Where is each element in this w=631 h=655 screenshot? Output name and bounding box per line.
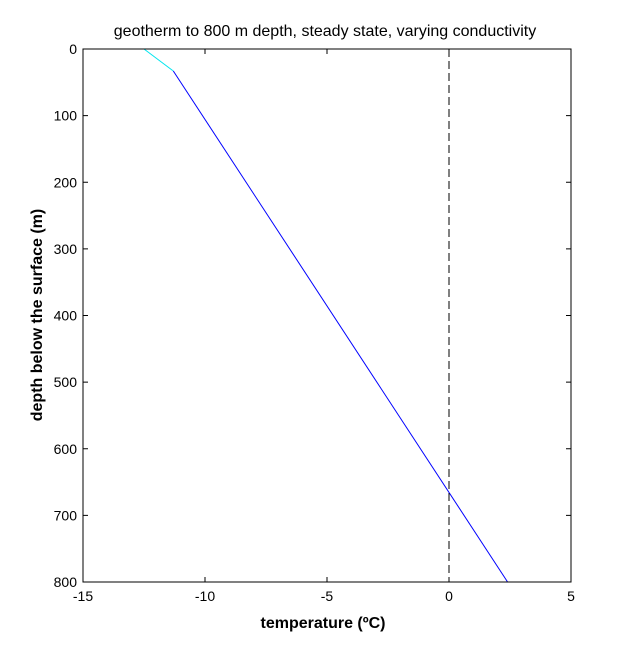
x-tick-label: 5 — [567, 588, 575, 604]
x-tick-label: -5 — [321, 588, 334, 604]
y-tick-label: 300 — [54, 241, 78, 257]
y-tick-label: 0 — [69, 41, 77, 57]
y-tick-label: 400 — [54, 308, 78, 324]
series-line-2 — [172, 70, 509, 583]
y-tick-label: 500 — [54, 374, 78, 390]
y-tick-label: 700 — [54, 507, 78, 523]
y-tick-label: 600 — [54, 441, 78, 457]
y-axis-label: depth below the surface (m) — [29, 209, 46, 421]
x-tick-label: 0 — [445, 588, 453, 604]
y-tick-label: 800 — [54, 574, 78, 590]
chart-title: geotherm to 800 m depth, steady state, v… — [114, 23, 536, 40]
x-axis-label: temperature (ºC) — [261, 615, 386, 632]
axes-frame — [82, 48, 572, 583]
y-tick-label: 200 — [54, 174, 78, 190]
y-tick-label: 100 — [54, 108, 78, 124]
x-tick-label: -10 — [195, 588, 215, 604]
series-layer — [143, 48, 509, 583]
series-line-1 — [143, 48, 174, 72]
x-tick-label: -15 — [73, 588, 93, 604]
